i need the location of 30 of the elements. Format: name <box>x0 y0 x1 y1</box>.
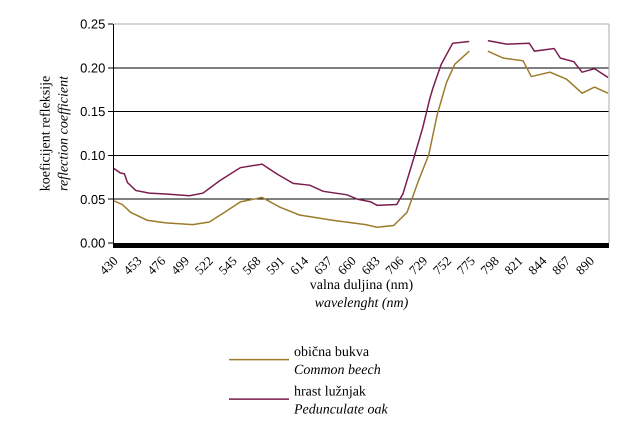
x-tick-label: 683 <box>358 253 383 278</box>
x-tick-label: 430 <box>96 253 121 278</box>
x-tick-label: 729 <box>406 253 430 278</box>
x-tick-label: 476 <box>144 252 169 278</box>
x-tick-label: 453 <box>120 253 145 278</box>
x-tick-label: 568 <box>239 253 264 278</box>
legend-label: hrast lužnjak Pedunculate oak <box>293 384 388 418</box>
x-tick-label: 499 <box>168 253 192 278</box>
x-tick-label: 522 <box>192 253 216 278</box>
x-tick-label: 867 <box>548 252 574 278</box>
x-tick-label: 798 <box>477 253 502 278</box>
x-tick-label: 706 <box>382 252 407 278</box>
y-tick-label: 0.10 <box>80 148 106 163</box>
x-tick-label: 545 <box>215 253 240 278</box>
x-tick-label: 752 <box>430 253 454 278</box>
x-tick-label: 844 <box>525 252 550 278</box>
x-tick-label: 637 <box>310 252 336 278</box>
y-tick-label: 0.15 <box>80 104 106 120</box>
y-axis-title: koeficijent refleksije reflection coefficient <box>38 74 72 192</box>
y-tick-label: 0.20 <box>80 60 106 76</box>
y-tick-label: 0.05 <box>80 192 106 207</box>
x-tick-label: 591 <box>263 253 288 278</box>
x-tick-label: 775 <box>454 253 478 278</box>
y-tick-label: 0.00 <box>80 236 106 251</box>
y-tick-label: 0.25 <box>80 16 106 32</box>
x-tick-label: 890 <box>572 253 598 278</box>
x-tick-label: 614 <box>286 252 312 278</box>
x-axis-title: valna duljina (nm) wavelenght (nm) <box>310 278 414 312</box>
x-tick-label: 660 <box>334 253 359 278</box>
x-tick-label: 821 <box>501 253 526 278</box>
